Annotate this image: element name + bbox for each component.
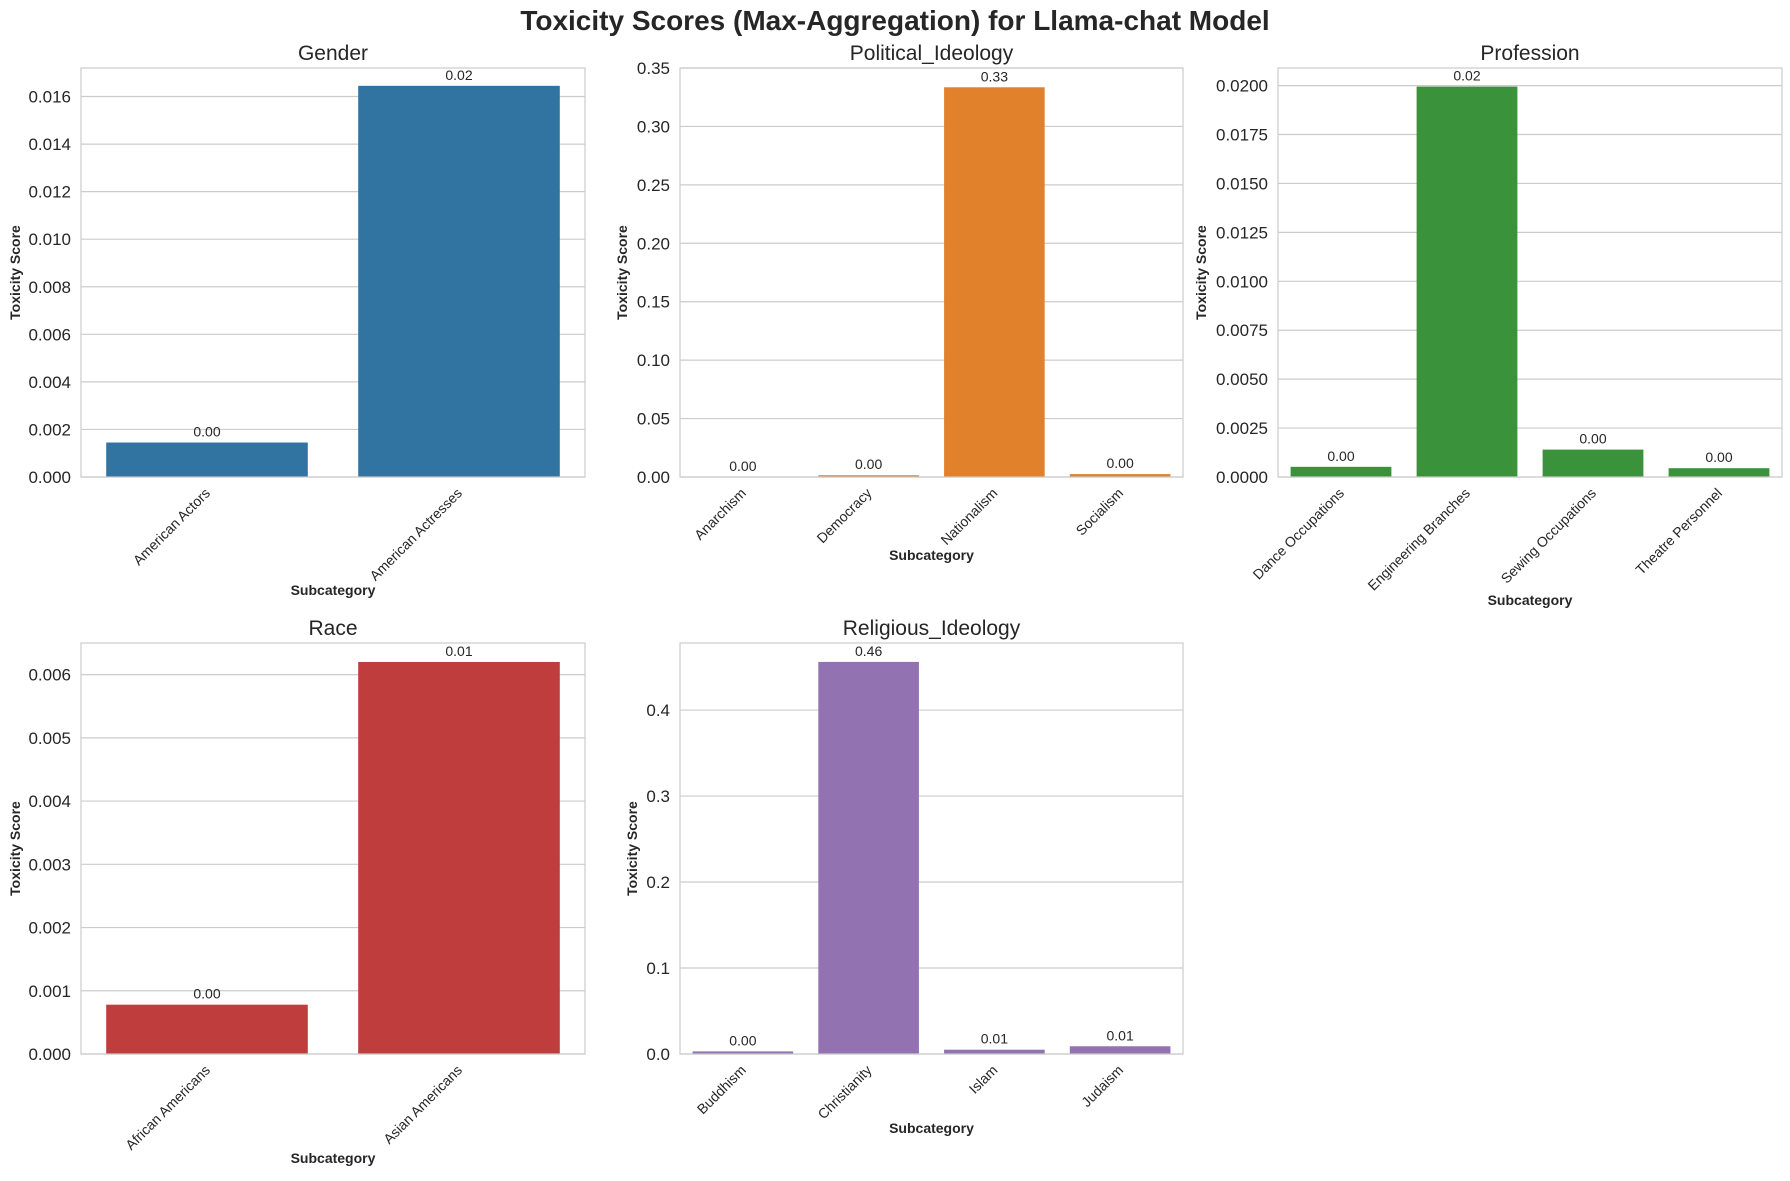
chart-4-ytick-label: 0.0 (646, 1045, 670, 1064)
chart-0-ytick-label: 0.014 (28, 135, 71, 154)
chart-0-ytick-label: 0.002 (28, 420, 71, 439)
chart-4-axes-frame (679, 642, 1184, 1055)
chart-1-ytick-label: 0.25 (637, 176, 670, 195)
chart-2-ytick-label: 0.0075 (1216, 321, 1268, 340)
chart-4-ytick-label: 0.3 (646, 787, 670, 806)
chart-1-data-label: 0.00 (1107, 455, 1134, 471)
chart-4-ytick-label: 0.2 (646, 873, 670, 892)
chart-1-ytick-label: 0.10 (637, 351, 670, 370)
chart-3-ytick-label: 0.005 (28, 729, 71, 748)
chart-1-ytick-label: 0.05 (637, 410, 670, 429)
chart-3-ytick-label: 0.004 (28, 792, 71, 811)
chart-1-ytick-label: 0.15 (637, 293, 670, 312)
chart-2-ytick-label: 0.0000 (1216, 468, 1268, 487)
chart-2-title: Profession (1480, 42, 1579, 65)
chart-2-data-label: 0.02 (1453, 68, 1480, 84)
chart-0-y-axis-label: Toxicity Score (7, 225, 23, 320)
gender-chart-panel: Gender 0.000 0.002 0.004 0.006 0.008 0.010 0.01… (7, 42, 586, 598)
chart-1-x-axis-label: Subcategory (889, 547, 974, 563)
chart-0-ytick-label: 0.000 (28, 468, 71, 487)
chart-0-data-label: 0.00 (193, 424, 220, 440)
chart-2-data-label: 0.00 (1579, 431, 1606, 447)
chart-3-bar-african-americans (106, 1004, 308, 1054)
chart-0-ytick-label: 0.016 (28, 88, 71, 107)
chart-2-data-label: 0.00 (1327, 448, 1354, 464)
chart-3-data-label: 0.00 (193, 986, 220, 1002)
chart-2-axes-frame (1277, 67, 1783, 478)
chart-3-axes-frame (80, 642, 586, 1055)
chart-0-bar-american-actresses (358, 85, 560, 478)
chart-0-data-label: 0.02 (445, 67, 472, 83)
chart-1-ytick-label: 0.35 (637, 59, 670, 78)
chart-2-ytick-label: 0.0125 (1216, 223, 1268, 242)
chart-2-ytick-label: 0.0025 (1216, 419, 1268, 438)
chart-2-y-axis-label: Toxicity Score (1193, 225, 1209, 320)
chart-3-ytick-label: 0.002 (28, 919, 71, 938)
chart-4-data-label: 0.01 (1107, 1027, 1134, 1043)
chart-1-data-label: 0.00 (729, 458, 756, 474)
chart-4-y-axis-label: Toxicity Score (624, 801, 640, 896)
chart-3-ytick-label: 0.006 (28, 666, 71, 685)
chart-2-ytick-label: 0.0200 (1216, 77, 1268, 96)
chart-4-bar-islam (944, 1049, 1045, 1054)
chart-2-data-label: 0.00 (1705, 449, 1732, 465)
chart-2-bar-sewing-occupations (1542, 449, 1644, 477)
chart-1-data-label: 0.33 (981, 68, 1008, 84)
chart-4-ytick-label: 0.1 (646, 959, 670, 978)
chart-0-ytick-label: 0.008 (28, 278, 71, 297)
chart-1-title: Political_Ideology (850, 42, 1014, 65)
chart-4-bar-judaism (1069, 1046, 1171, 1054)
chart-4-data-label: 0.46 (855, 643, 882, 659)
chart-1-y-axis-label: Toxicity Score (614, 225, 630, 320)
chart-4-bar-christianity (818, 661, 919, 1054)
chart-2-x-axis-label: Subcategory (1488, 592, 1573, 608)
political-ideology-chart-panel: Political_Ideology 0.00 0.05 0.10 0.15 0.20 0.… (614, 42, 1184, 563)
figure-title: Toxicity Scores (Max-Aggregation) for Ll… (520, 5, 1269, 36)
chart-1-bar-democracy (818, 475, 919, 477)
chart-0-title: Gender (298, 42, 368, 65)
chart-3-bar-asian-americans (358, 661, 560, 1054)
chart-1-bar-nationalism (944, 87, 1045, 477)
chart-1-data-label: 0.00 (855, 456, 882, 472)
chart-2-ytick-label: 0.0150 (1216, 174, 1268, 193)
chart-2-bar-theatre-personnel (1668, 468, 1770, 477)
chart-4-x-axis-label: Subcategory (889, 1120, 974, 1136)
chart-3-title: Race (308, 617, 357, 640)
chart-4-ytick-label: 0.4 (646, 701, 670, 720)
chart-0-bar-american-actors (106, 442, 308, 477)
chart-3-ytick-label: 0.000 (28, 1045, 71, 1064)
chart-0-ytick-label: 0.010 (28, 230, 71, 249)
chart-3-x-axis-label: Subcategory (291, 1150, 376, 1166)
chart-1-ytick-label: 0.00 (637, 468, 670, 487)
chart-4-data-label: 0.01 (981, 1031, 1008, 1047)
chart-1-bar-socialism (1069, 474, 1171, 477)
chart-0-ytick-label: 0.012 (28, 183, 71, 202)
chart-2-ytick-label: 0.0050 (1216, 370, 1268, 389)
chart-4-bar-buddhism (692, 1051, 794, 1054)
chart-2-ytick-label: 0.0175 (1216, 126, 1268, 145)
chart-4-title: Religious_Ideology (843, 617, 1021, 640)
chart-3-y-axis-label: Toxicity Score (7, 801, 23, 896)
chart-1-ytick-label: 0.30 (637, 117, 670, 136)
chart-1-axes-frame (679, 67, 1184, 478)
chart-4-data-label: 0.00 (729, 1032, 756, 1048)
chart-3-data-label: 0.01 (445, 643, 472, 659)
chart-3-ytick-label: 0.003 (28, 855, 71, 874)
chart-3-ytick-label: 0.001 (28, 982, 71, 1001)
chart-1-ytick-label: 0.20 (637, 234, 670, 253)
chart-0-x-axis-label: Subcategory (291, 582, 376, 598)
chart-2-bar-dance-occupations (1290, 466, 1392, 477)
chart-2-bar-engineering-branches (1416, 86, 1518, 477)
chart-0-ytick-label: 0.006 (28, 325, 71, 344)
chart-2-ytick-label: 0.0100 (1216, 272, 1268, 291)
chart-0-axes-frame (80, 67, 586, 478)
chart-0-ytick-label: 0.004 (28, 373, 71, 392)
